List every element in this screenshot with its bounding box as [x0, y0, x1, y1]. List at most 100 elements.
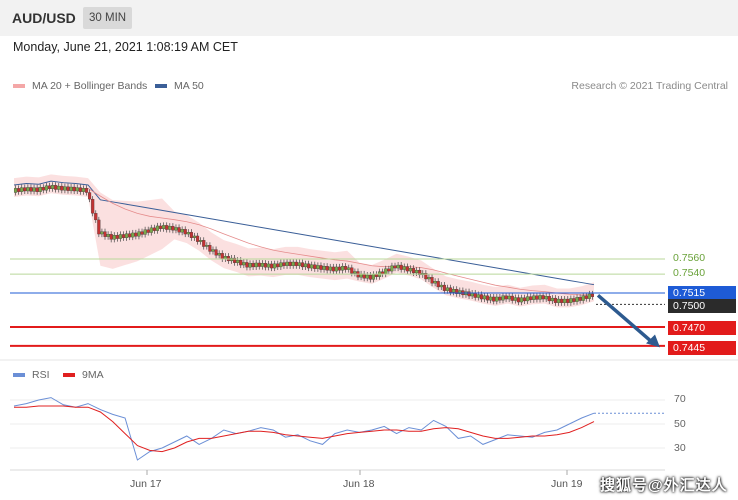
candle-down: [115, 235, 119, 239]
candle-up: [415, 269, 419, 274]
candle-down: [196, 235, 200, 242]
candle-up: [217, 253, 221, 256]
candle-up: [81, 188, 85, 192]
candle-down: [399, 264, 403, 270]
bollinger-band: [14, 174, 594, 308]
candle-up: [69, 186, 73, 191]
candle-down: [307, 263, 311, 269]
ma9-swatch: [63, 373, 75, 377]
candle-up: [205, 245, 209, 247]
candle-up: [254, 262, 258, 268]
legend-ma9: 9MA: [63, 369, 104, 381]
candle-down: [510, 295, 514, 301]
candle-up: [279, 262, 283, 268]
candle-down: [368, 274, 372, 280]
candle-up: [396, 264, 400, 269]
forecast-arrow-head: [646, 334, 660, 348]
candle-down: [516, 297, 520, 303]
candle-down: [473, 292, 477, 298]
candle-down: [202, 240, 206, 247]
candle-down: [337, 266, 342, 271]
candle-up: [20, 187, 24, 192]
support1-tag: 0.7470: [668, 321, 736, 335]
candle-up: [519, 297, 524, 303]
candle-up: [526, 296, 530, 302]
candle-down: [29, 187, 33, 192]
candle-up: [581, 295, 585, 301]
candle-down: [94, 213, 98, 221]
candle-up: [248, 263, 252, 268]
candle-down: [486, 295, 490, 301]
candle-up: [322, 266, 326, 270]
candle-down: [411, 268, 416, 274]
candle-down: [442, 284, 446, 291]
candle-down: [171, 225, 175, 231]
candle-down: [270, 263, 274, 269]
bb-label: MA 20 + Bollinger Bands: [32, 80, 148, 92]
candle-down: [152, 227, 156, 231]
candle-down: [208, 245, 212, 252]
candle-up: [273, 263, 277, 269]
candle-up: [57, 185, 61, 190]
candle-up: [26, 187, 30, 192]
candle-up: [445, 287, 450, 291]
candle-up: [365, 274, 369, 279]
bb-swatch: [13, 84, 25, 88]
candle-down: [350, 267, 354, 274]
rsi-line: [13, 397, 595, 461]
candle-down: [177, 227, 181, 233]
candle-down: [183, 229, 187, 235]
timeframe-button[interactable]: 30 MIN: [83, 7, 133, 29]
candle-up: [192, 235, 197, 238]
candle-down: [158, 225, 163, 229]
candle-up: [334, 266, 338, 272]
candle-up: [125, 233, 129, 238]
candle-down: [88, 192, 92, 200]
candle-up: [143, 229, 147, 235]
candle-up: [538, 295, 542, 300]
candle-up: [544, 296, 548, 300]
candle-up: [476, 294, 480, 298]
candle-up: [211, 249, 215, 252]
watermark: 搜狐号@外汇达人: [600, 477, 728, 494]
candle-down: [35, 187, 39, 192]
candle-up: [149, 227, 153, 233]
candle-up: [402, 266, 406, 270]
legend-rsi: RSI: [13, 369, 50, 381]
candle-up: [452, 289, 456, 293]
candle-up: [563, 298, 567, 303]
candle-up: [507, 295, 511, 300]
candle-down: [23, 187, 27, 192]
candle-down: [387, 268, 391, 272]
candle-down: [128, 233, 132, 238]
candle-down: [84, 188, 89, 193]
candle-up: [556, 298, 561, 303]
candle-up: [75, 187, 79, 192]
rsi-tick-30: 30: [674, 442, 686, 454]
candle-down: [109, 234, 113, 240]
candle-down: [319, 265, 323, 270]
candle-down: [189, 232, 193, 238]
candle-up: [100, 231, 104, 235]
candle-down: [91, 198, 95, 214]
candle-up: [131, 232, 135, 238]
candle-up: [168, 225, 172, 230]
ma50-label: MA 50: [174, 80, 204, 92]
candle-up: [575, 297, 579, 302]
candle-up: [137, 231, 141, 237]
last-price-tag: 0.7500: [668, 299, 736, 313]
support2-tag: 0.7445: [668, 341, 736, 355]
candle-up: [63, 186, 67, 191]
candle-down: [121, 234, 126, 238]
candle-up: [236, 259, 240, 263]
candle-up: [32, 187, 36, 192]
candle-down: [467, 291, 471, 297]
candle-down: [553, 297, 557, 303]
candle-up: [569, 298, 573, 303]
candle-down: [590, 293, 595, 297]
candle-up: [260, 263, 264, 267]
candle-down: [103, 231, 107, 237]
candle-down: [263, 263, 267, 268]
candle-down: [572, 298, 576, 302]
